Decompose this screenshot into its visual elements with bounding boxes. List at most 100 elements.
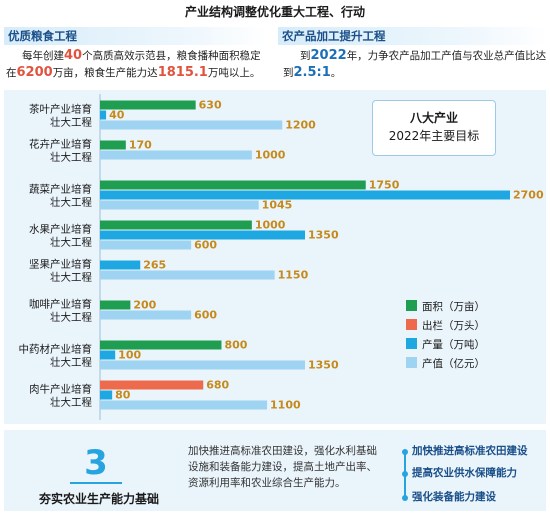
legend-swatch: [406, 300, 417, 311]
bar: [100, 400, 268, 410]
bar: [100, 220, 252, 230]
grain-line-1: 每年创建40个高质高效示范县，粮食播种面积稳定: [22, 47, 261, 65]
data-label: 680: [206, 379, 229, 392]
category-label: 壮大工程: [50, 236, 92, 249]
legend-label: 面积（万亩）: [422, 300, 485, 313]
grain-text: 个高质高效示范县，粮食播种面积稳定: [82, 50, 261, 62]
category-label: 壮大工程: [50, 116, 92, 129]
category-label: 蔬菜产业培育: [29, 183, 92, 196]
bar: [100, 200, 259, 210]
section-number: 3: [84, 443, 108, 483]
category-label: 壮大工程: [50, 151, 92, 164]
bar: [100, 360, 305, 370]
processing-line-2: 到2.5:1。: [283, 64, 341, 82]
category-label: 壮大工程: [50, 356, 92, 369]
legend-label: 产值（亿元）: [422, 357, 485, 370]
data-label: 1750: [369, 179, 400, 192]
grain-number: 40: [64, 48, 83, 63]
target-box: 八大产业 2022年主要目标: [372, 100, 496, 156]
key-item: 提高农业供水保障能力: [412, 467, 517, 479]
bullet-dot-icon: [402, 449, 408, 455]
bar: [100, 390, 113, 400]
data-label: 80: [115, 389, 131, 402]
data-label: 1000: [255, 149, 286, 162]
bar: [100, 180, 366, 190]
category-label: 壮大工程: [50, 311, 92, 324]
category-label: 中药材产业培育: [19, 343, 93, 356]
data-label: 1045: [262, 199, 293, 212]
category-label: 坚果产业培育: [29, 258, 92, 271]
data-label: 1000: [255, 219, 286, 232]
bottom-section-text: 加快推进高标准农田建设，强化水利基础设施和装备能力建设，提高土地产出率、资源利用…: [188, 445, 377, 489]
grain-number: 1815.1: [157, 65, 208, 80]
grain-text: 万亩，粮食生产能力达: [52, 67, 158, 79]
bar: [100, 190, 510, 200]
processing-number: 2022: [310, 48, 347, 63]
bar: [100, 270, 275, 280]
bar: [100, 300, 131, 310]
processing-number: 2.5:1: [293, 65, 331, 80]
bar: [100, 260, 141, 270]
category-label: 肉牛产业培育: [29, 383, 92, 396]
category-label: 茶叶产业培育: [29, 103, 92, 116]
data-label: 265: [143, 259, 166, 272]
bar: [100, 380, 204, 390]
processing-line-1: 到2022年，力争农产品加工产值与农业总产值比达: [300, 47, 546, 65]
key-item: 加快推进高标准农田建设: [412, 445, 528, 457]
bar: [100, 240, 192, 250]
data-label: 1350: [308, 359, 339, 372]
data-label: 100: [118, 349, 141, 362]
category-label: 水果产业培育: [29, 223, 92, 236]
data-label: 200: [133, 299, 156, 312]
data-label: 40: [109, 109, 125, 122]
legend-label: 出栏（万头）: [422, 319, 485, 332]
grain-section-title: 优质粮食工程: [4, 27, 268, 45]
bar: [100, 110, 107, 120]
grain-text: 在: [6, 67, 17, 79]
category-label: 壮大工程: [50, 396, 92, 409]
bottom-section-title: 夯实农业生产能力基础: [38, 492, 159, 506]
data-label: 630: [199, 99, 222, 112]
processing-text: 到: [300, 50, 311, 62]
legend-swatch: [406, 338, 417, 349]
data-label: 800: [224, 339, 247, 352]
bullet-dot-icon: [402, 471, 408, 477]
data-label: 1200: [285, 119, 316, 132]
bar: [100, 100, 196, 110]
bar: [100, 150, 252, 160]
data-label: 170: [129, 139, 152, 152]
data-label: 1150: [278, 269, 309, 282]
processing-section-title: 农产品加工提升工程: [278, 27, 548, 45]
data-label: 1350: [308, 229, 339, 242]
data-label: 1100: [270, 399, 301, 412]
section-number-underline: [70, 482, 122, 484]
target-box-title: 八大产业: [409, 111, 458, 125]
processing-text: 年，力争农产品加工产值与农业总产值比达: [346, 50, 547, 62]
grain-text: 每年创建: [22, 50, 64, 62]
bar: [100, 140, 126, 150]
bottom-panel: [4, 430, 546, 511]
page-title: 产业结构调整优化重大工程、行动: [184, 5, 365, 19]
data-label: 600: [194, 239, 217, 252]
data-label: 2700: [513, 189, 544, 202]
bar: [100, 350, 116, 360]
category-label: 花卉产业培育: [29, 138, 92, 151]
legend-swatch: [406, 319, 417, 330]
legend-label: 产量（万吨）: [422, 338, 485, 351]
category-label: 壮大工程: [50, 196, 92, 209]
grain-number: 6200: [16, 65, 53, 80]
grain-line-2: 在6200万亩，粮食生产能力达1815.1万吨以上。: [6, 64, 260, 82]
bullet-dot-icon: [402, 495, 408, 501]
category-label: 咖啡产业培育: [29, 298, 92, 311]
bar: [100, 120, 283, 130]
grain-text: 万吨以上。: [207, 67, 261, 79]
bar: [100, 340, 222, 350]
bar: [100, 230, 305, 240]
processing-text: 到: [283, 67, 294, 79]
data-label: 600: [194, 309, 217, 322]
key-item: 强化装备能力建设: [412, 491, 496, 503]
category-label: 壮大工程: [50, 271, 92, 284]
legend-swatch: [406, 357, 417, 368]
target-box-subtitle: 2022年主要目标: [388, 129, 480, 143]
